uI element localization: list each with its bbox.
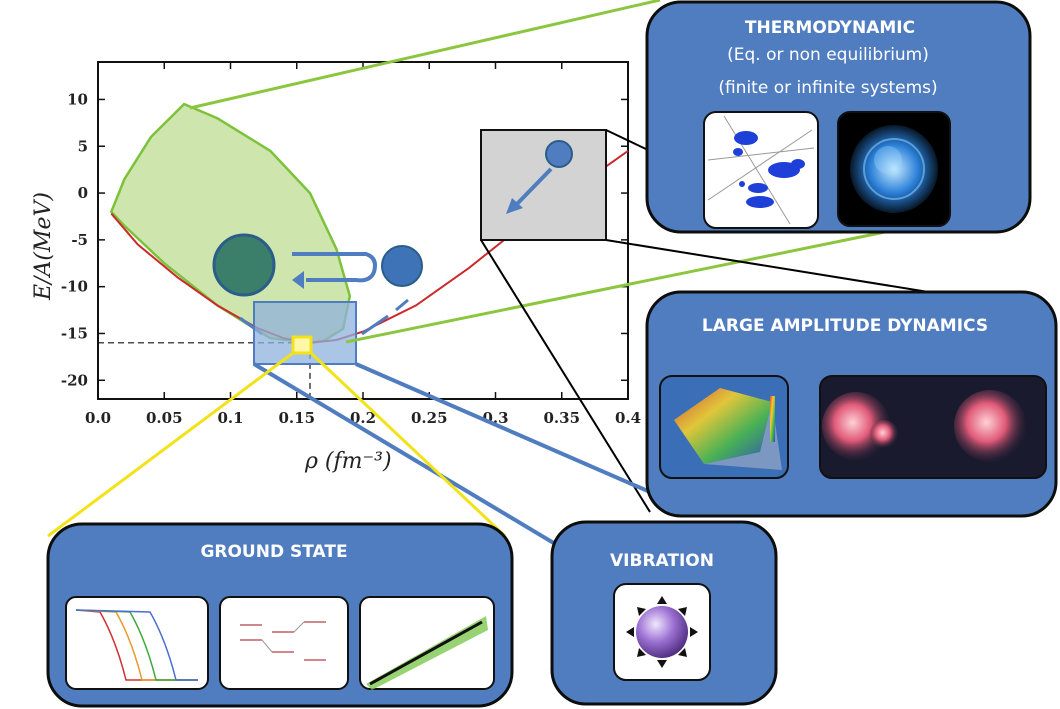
x-tick-label: 0.05	[146, 409, 183, 427]
x-tick-label: 0.1	[217, 409, 243, 427]
blue-connector-a	[355, 362, 651, 494]
large-nucleus-circle	[212, 233, 276, 297]
y-tick-label: 0	[78, 184, 88, 202]
y-tick-label: -20	[61, 371, 88, 389]
vibration-title: VIBRATION	[610, 551, 714, 571]
y-tick-label: -10	[61, 278, 88, 296]
black-connector-bottom	[480, 239, 651, 513]
dashed-arc-right	[361, 314, 389, 336]
stability-region	[109, 102, 352, 345]
vibration-region-box	[253, 301, 357, 365]
x-tick-label: 0.15	[278, 409, 315, 427]
ground-state-title: GROUND STATE	[200, 542, 347, 562]
x-tick-label: 0.4	[615, 409, 641, 427]
thermodynamic-line1: (Eq. or non equilibrium)	[727, 45, 929, 65]
y-tick-label: -5	[71, 231, 88, 249]
large-amplitude-title: LARGE AMPLITUDE DYNAMICS	[702, 316, 988, 336]
green-connector-bottom	[345, 230, 886, 344]
y-tick-label: -15	[61, 324, 88, 342]
thermodynamic-title: THERMODYNAMIC	[745, 18, 915, 38]
fission-image	[819, 375, 1047, 479]
thermodynamic-line2: (finite or infinite systems)	[718, 78, 937, 98]
blue-connector-b	[252, 362, 559, 547]
inset-nucleus-circle	[545, 140, 573, 168]
energy-density-chart: 0.0 0.05 0.1 0.15 0.2 0.25 0.3 0.35 0.41050-5-10…	[31, 61, 641, 474]
sphere-icon	[636, 606, 688, 658]
x-tick-label: 0.0	[85, 409, 111, 427]
energy-surface-image	[659, 375, 789, 479]
y-axis-label: E/A(MeV)	[31, 192, 56, 301]
fragments-image	[703, 111, 819, 229]
black-connector-top	[605, 129, 649, 151]
supernova-image	[837, 111, 951, 227]
breathing-sphere-image	[613, 583, 711, 681]
small-nucleus-circle	[381, 245, 423, 287]
vibration-panel: VIBRATION	[550, 520, 778, 706]
dashed-arc-right-b	[395, 298, 409, 312]
ground-state-panel: GROUND STATE	[46, 522, 514, 708]
inset-arrow-head-icon	[506, 198, 523, 214]
mass-systematics-image	[359, 596, 495, 690]
x-tick-label: 0.25	[411, 409, 448, 427]
green-connector-top	[189, 0, 661, 110]
return-arrow-icon	[292, 252, 377, 283]
outward-arrows-icon	[626, 596, 698, 668]
level-scheme-image	[219, 596, 349, 690]
inset-arrow	[513, 167, 553, 208]
thermodynamic-panel: THERMODYNAMIC (Eq. or non equilibrium) (…	[645, 0, 1032, 234]
large-amplitude-panel: LARGE AMPLITUDE DYNAMICS	[645, 290, 1058, 518]
y-tick-label: 10	[67, 90, 88, 108]
x-axis-label: ρ (fm⁻³)	[304, 449, 392, 474]
yellow-connector-left	[47, 351, 294, 538]
y-tick-label: 5	[78, 137, 88, 155]
density-profiles-image	[65, 596, 209, 690]
x-tick-label: 0.35	[543, 409, 580, 427]
yellow-connector-right	[309, 351, 507, 538]
x-tick-label: 0.2	[350, 409, 376, 427]
return-arrow-head-icon	[292, 271, 304, 289]
connectors	[47, 0, 1041, 547]
ground-state-marker	[291, 335, 313, 355]
thermo-inset-box	[480, 129, 607, 241]
